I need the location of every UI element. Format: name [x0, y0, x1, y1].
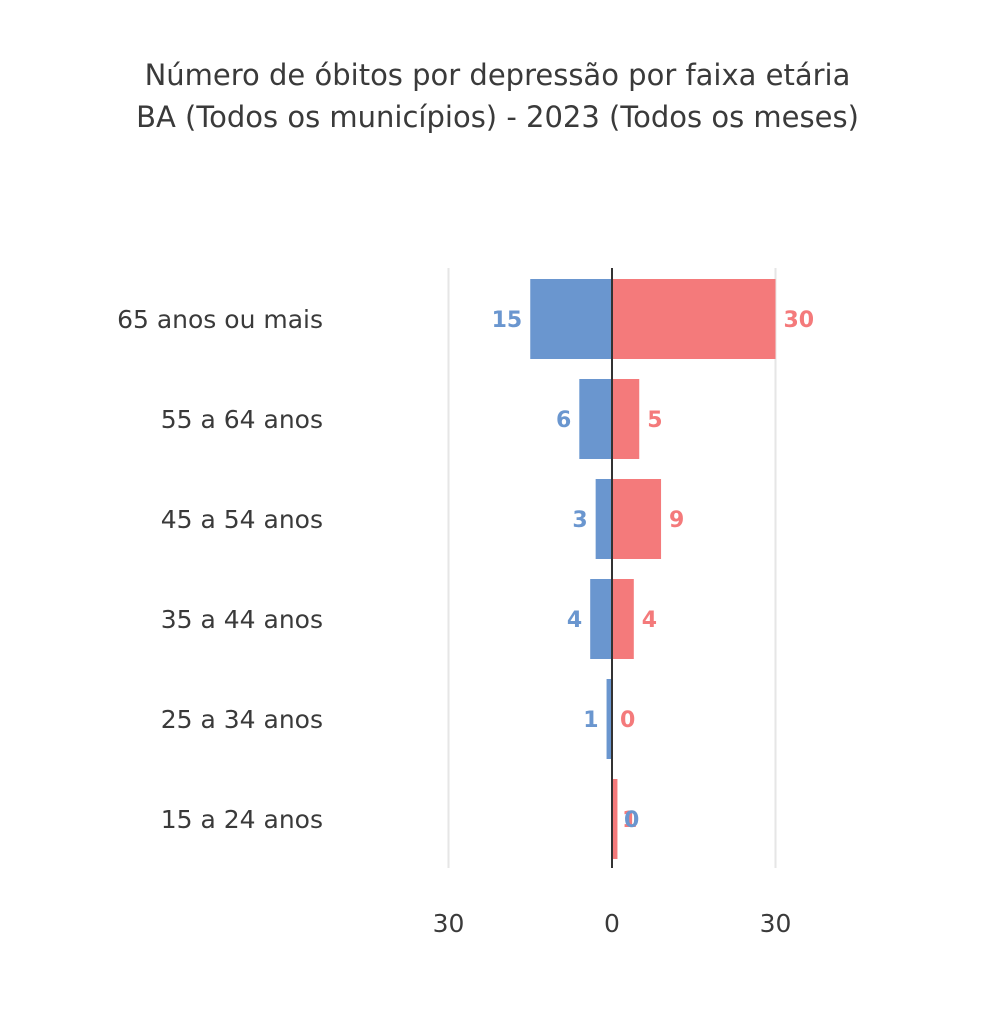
value-label-right: 30 [784, 308, 815, 333]
grid-layer [447, 268, 777, 868]
x-tick-label: 30 [760, 909, 792, 938]
x-tick-label: 30 [433, 909, 465, 938]
chart-title: Número de óbitos por depressão por faixa… [144, 58, 851, 92]
bars-layer [530, 279, 776, 859]
x-tick-label: 0 [604, 909, 620, 938]
category-label: 45 a 54 anos [161, 505, 323, 534]
category-label: 55 a 64 anos [161, 405, 323, 434]
value-label-right: 4 [642, 608, 657, 633]
value-label-left: 3 [572, 508, 587, 533]
bar-left [590, 579, 612, 659]
bar-right [612, 379, 640, 459]
bar-right [612, 579, 634, 659]
value-label-left: 4 [567, 608, 582, 633]
value-label-right: 9 [669, 508, 684, 533]
bar-left [579, 379, 612, 459]
category-label: 65 anos ou mais [117, 305, 323, 334]
value-label-left: 1 [583, 708, 598, 733]
category-label: 15 a 24 anos [161, 805, 323, 834]
chart-title-block: Número de óbitos por depressão por faixa… [0, 54, 995, 138]
bar-left [606, 679, 612, 759]
chart-subtitle: BA (Todos os municípios) - 2023 (Todos o… [136, 100, 859, 134]
category-label: 35 a 44 anos [161, 605, 323, 634]
value-label-left: 0 [624, 808, 639, 833]
bar-right [612, 479, 662, 559]
bar-right [612, 279, 776, 359]
value-label-right: 5 [647, 408, 662, 433]
value-label-left: 6 [556, 408, 571, 433]
bar-left [530, 279, 612, 359]
bar-right [612, 779, 618, 859]
value-label-left: 15 [492, 308, 523, 333]
bar-left [595, 479, 612, 559]
value-label-right: 1 [622, 808, 637, 833]
category-label: 25 a 34 anos [161, 705, 323, 734]
value-label-right: 0 [620, 708, 635, 733]
